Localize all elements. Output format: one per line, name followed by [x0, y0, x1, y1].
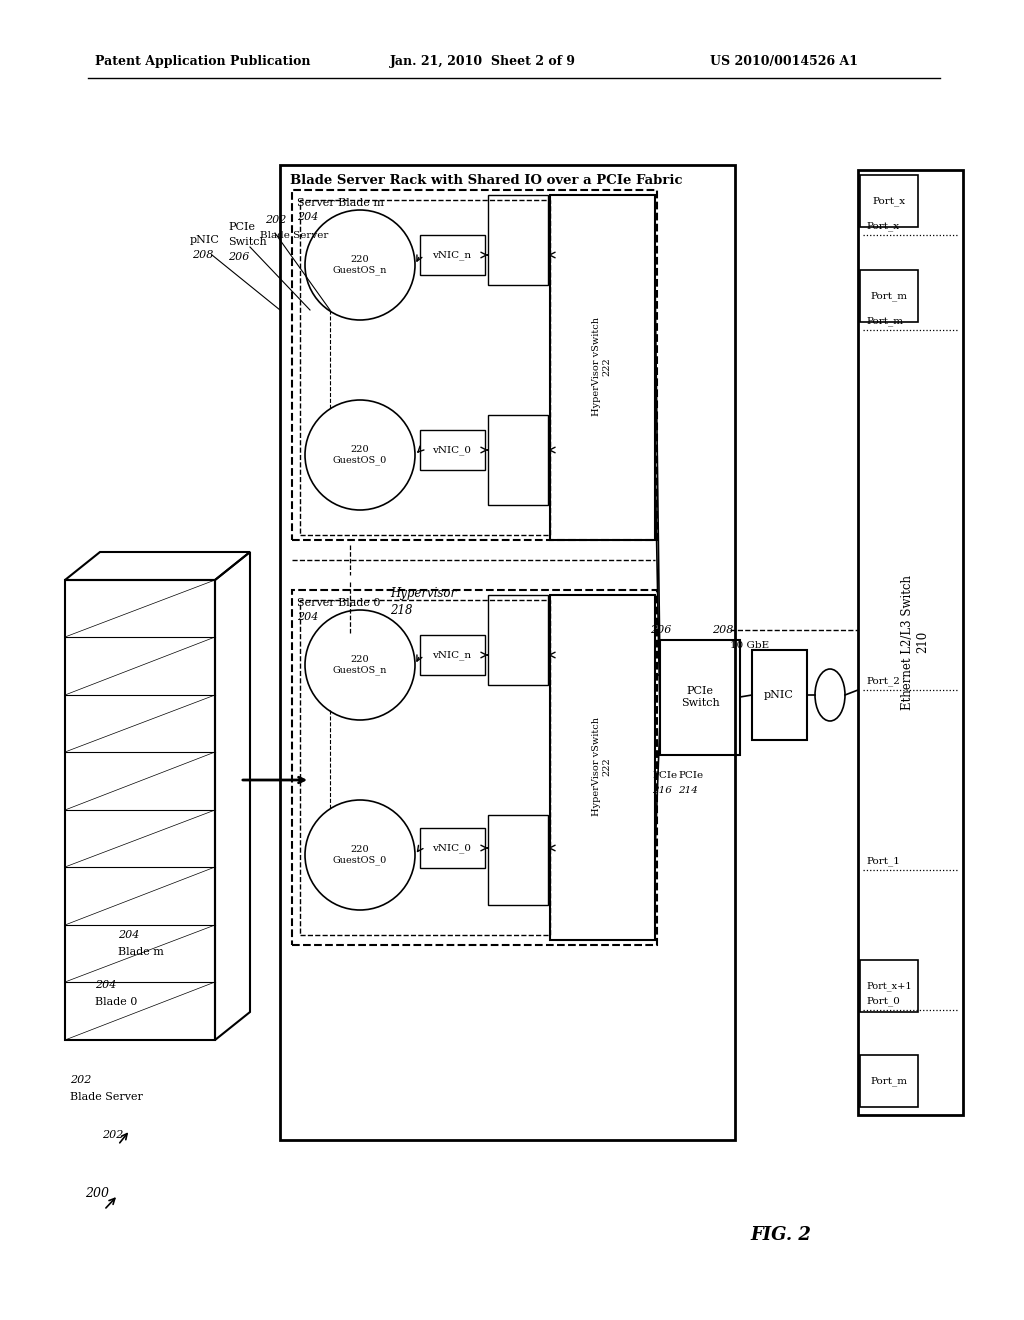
Text: Port_m: Port_m — [870, 292, 907, 301]
Text: 216: 216 — [652, 785, 672, 795]
Text: 220
GuestOS_0: 220 GuestOS_0 — [333, 845, 387, 865]
Text: Ethernet L2/L3 Switch
210: Ethernet L2/L3 Switch 210 — [901, 574, 929, 710]
Text: vNIC_0: vNIC_0 — [432, 843, 471, 853]
Text: 218: 218 — [390, 605, 413, 616]
Text: Blade Server: Blade Server — [260, 231, 329, 240]
Text: 206: 206 — [228, 252, 250, 261]
Bar — [860, 1055, 918, 1107]
Text: 202: 202 — [70, 1074, 91, 1085]
Text: Patent Application Publication: Patent Application Publication — [95, 55, 310, 69]
Text: Port_x: Port_x — [872, 197, 905, 206]
Text: vNIC_n: vNIC_n — [432, 251, 472, 260]
Text: Blade Server: Blade Server — [70, 1092, 143, 1102]
Text: vNIC_n: vNIC_n — [432, 651, 472, 660]
Text: US 2010/0014526 A1: US 2010/0014526 A1 — [710, 55, 858, 69]
Bar — [488, 414, 548, 506]
Bar — [280, 165, 735, 1140]
Bar — [420, 430, 485, 470]
Text: Port_m: Port_m — [870, 1076, 907, 1086]
Text: 204: 204 — [95, 979, 117, 990]
Bar — [292, 190, 657, 540]
Text: Server Blade m: Server Blade m — [297, 198, 384, 209]
Bar — [420, 235, 485, 275]
Bar — [488, 814, 548, 906]
Text: Blade 0: Blade 0 — [95, 997, 137, 1007]
Text: 214: 214 — [678, 785, 698, 795]
Text: 204: 204 — [118, 931, 139, 940]
Text: vNIC_0: vNIC_0 — [432, 445, 471, 455]
Text: 202: 202 — [265, 215, 287, 224]
Text: 220
GuestOS_n: 220 GuestOS_n — [333, 655, 387, 675]
Text: 208: 208 — [193, 249, 213, 260]
Bar — [860, 176, 918, 227]
Text: FIG. 2: FIG. 2 — [750, 1226, 811, 1243]
Text: Blade Server Rack with Shared IO over a PCIe Fabric: Blade Server Rack with Shared IO over a … — [290, 174, 683, 187]
Text: 204: 204 — [297, 213, 318, 222]
Text: pNIC: pNIC — [190, 235, 220, 246]
Bar — [550, 195, 655, 540]
Bar — [300, 601, 550, 935]
Bar — [752, 649, 807, 741]
Text: HyperVisor vSwitch
222: HyperVisor vSwitch 222 — [592, 718, 611, 817]
Bar — [550, 595, 655, 940]
Text: Server Blade 0: Server Blade 0 — [297, 598, 381, 609]
Text: PCIe: PCIe — [678, 771, 703, 780]
Bar — [660, 640, 740, 755]
Text: Port_x: Port_x — [866, 222, 899, 231]
Bar — [292, 590, 657, 945]
Text: 220
GuestOS_0: 220 GuestOS_0 — [333, 445, 387, 465]
Text: 220
GuestOS_n: 220 GuestOS_n — [333, 255, 387, 275]
Text: Blade m: Blade m — [118, 946, 164, 957]
Text: Hypervisor: Hypervisor — [390, 587, 456, 601]
Text: 200: 200 — [85, 1187, 109, 1200]
Text: Switch: Switch — [228, 238, 266, 247]
Bar — [488, 195, 548, 285]
Text: 206: 206 — [650, 624, 672, 635]
Bar — [858, 170, 963, 1115]
Text: Jan. 21, 2010  Sheet 2 of 9: Jan. 21, 2010 Sheet 2 of 9 — [390, 55, 575, 69]
Bar — [488, 595, 548, 685]
Text: pNIC: pNIC — [764, 690, 794, 700]
Text: HyperVisor vSwitch
222: HyperVisor vSwitch 222 — [592, 318, 611, 417]
Text: 204: 204 — [297, 612, 318, 622]
Bar — [420, 828, 485, 869]
Text: PCIe
Switch: PCIe Switch — [681, 686, 720, 708]
Text: Port_m: Port_m — [866, 317, 903, 326]
Text: Port_2: Port_2 — [866, 676, 900, 686]
Text: Port_1: Port_1 — [866, 857, 900, 866]
Text: 202: 202 — [102, 1130, 123, 1140]
Text: PCIe: PCIe — [228, 222, 255, 232]
Text: PCIe: PCIe — [652, 771, 677, 780]
Bar — [860, 960, 918, 1012]
Bar — [420, 635, 485, 675]
Text: Port_x+1: Port_x+1 — [866, 981, 911, 991]
Text: 10 GbE: 10 GbE — [730, 642, 769, 649]
Bar — [300, 201, 550, 535]
Bar — [860, 271, 918, 322]
Text: Port_0: Port_0 — [866, 997, 900, 1006]
Text: 208: 208 — [712, 624, 733, 635]
